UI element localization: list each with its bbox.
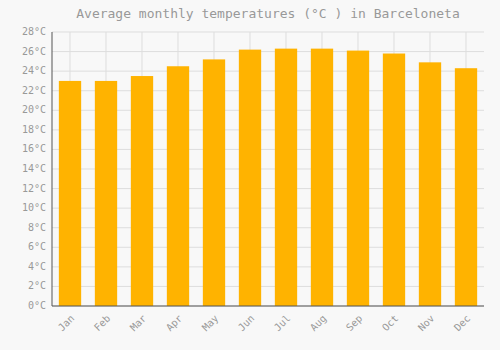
x-tick-label: Aug	[308, 313, 329, 334]
bar	[311, 49, 333, 306]
x-tick-label: Oct	[380, 313, 401, 334]
y-tick-label: 4°C	[28, 261, 46, 272]
bar	[347, 51, 369, 306]
y-axis-line	[52, 32, 53, 306]
y-tick-label: 8°C	[28, 222, 46, 233]
y-tick-label: 10°C	[22, 202, 46, 213]
bar	[455, 68, 477, 306]
bars	[59, 49, 477, 306]
bar	[203, 59, 225, 306]
y-tick-label: 14°C	[22, 163, 46, 174]
y-tick-label: 18°C	[22, 124, 46, 135]
x-tick-label: Jan	[56, 313, 77, 334]
y-tick-label: 6°C	[28, 241, 46, 252]
grid-line	[52, 51, 484, 52]
x-tick-label: Jun	[236, 313, 257, 334]
chart: 0°C 2°C 4°C 6°C 8°C 10°C 12°C 14°C 16°C 18°C 20°C 2…	[0, 0, 500, 350]
y-tick-label: 12°C	[22, 183, 46, 194]
y-tick-label: 26°C	[22, 46, 46, 57]
x-tick-label: May	[200, 313, 221, 334]
bar	[383, 54, 405, 306]
x-tick-label: Feb	[92, 313, 113, 334]
grid-line	[52, 32, 484, 33]
x-tick-label: Apr	[164, 313, 185, 334]
bar	[95, 81, 117, 306]
bar	[419, 62, 441, 306]
axes: 0°C 2°C 4°C 6°C 8°C 10°C 12°C 14°C 16°C 18°C 20°C 2…	[22, 26, 484, 333]
x-tick-label: Nov	[416, 313, 437, 334]
y-tick-label: 22°C	[22, 85, 46, 96]
x-tick-label: Jul	[272, 313, 293, 334]
bar	[167, 66, 189, 306]
y-tick-label: 24°C	[22, 65, 46, 76]
x-tick-label: Mar	[128, 313, 149, 334]
bar	[131, 76, 153, 306]
bar	[239, 50, 261, 306]
grid	[52, 32, 484, 306]
background	[0, 0, 500, 350]
y-tick-label: 2°C	[28, 280, 46, 291]
title: Average monthly temperatures (°C ) in Ba…	[76, 6, 460, 21]
x-tick-label: Dec	[452, 313, 473, 334]
bar	[275, 49, 297, 306]
y-tick-label: 28°C	[22, 26, 46, 37]
bar	[59, 81, 81, 306]
y-tick-label: 16°C	[22, 143, 46, 154]
y-tick-label: 20°C	[22, 104, 46, 115]
x-tick-label: Sep	[344, 313, 365, 334]
y-tick-label: 0°C	[28, 300, 46, 311]
x-axis-line	[52, 306, 484, 307]
grid-line	[52, 306, 484, 307]
